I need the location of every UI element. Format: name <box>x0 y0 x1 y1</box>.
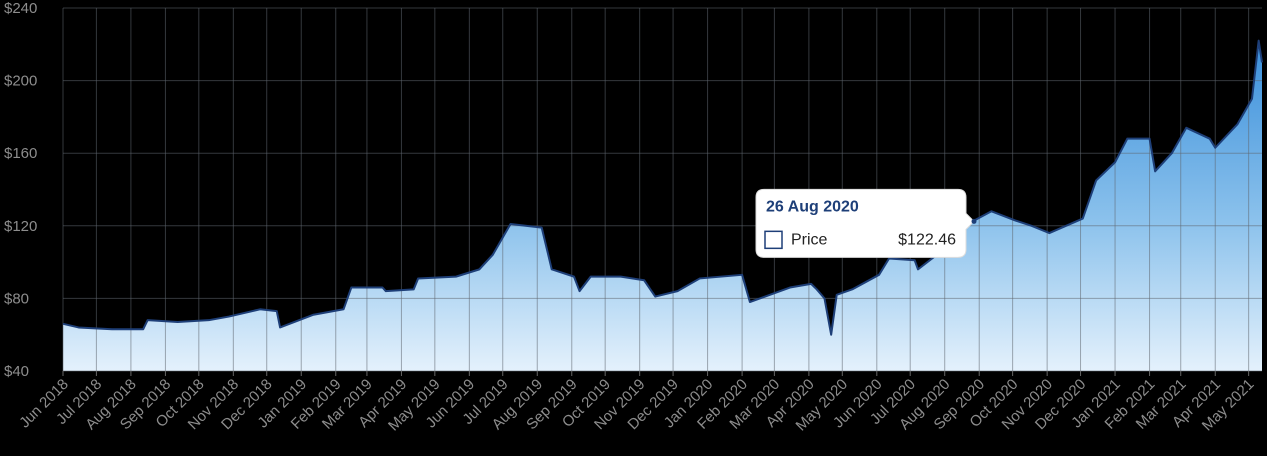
tooltip-title: 26 Aug 2020 <box>766 198 859 215</box>
line <box>62 39 1263 336</box>
area <box>63 40 1262 372</box>
tooltip-series-name: Price <box>791 231 828 248</box>
y-tick-label: $200 <box>4 73 37 90</box>
plot-area <box>63 40 1262 372</box>
series-lines <box>62 39 1263 336</box>
tooltip: 26 Aug 2020 Price $122.46 <box>755 188 977 258</box>
y-tick-label: $240 <box>4 0 37 17</box>
y-tick-label: $80 <box>4 290 29 307</box>
grid <box>62 7 1262 372</box>
tooltip-value: $122.46 <box>898 231 956 248</box>
tooltip-swatch <box>764 230 783 250</box>
tooltip-box <box>755 188 975 258</box>
y-tick-label: $40 <box>4 363 29 380</box>
tooltip-point <box>971 218 977 224</box>
y-tick-label: $160 <box>4 145 37 162</box>
y-tick-label: $120 <box>4 218 37 235</box>
